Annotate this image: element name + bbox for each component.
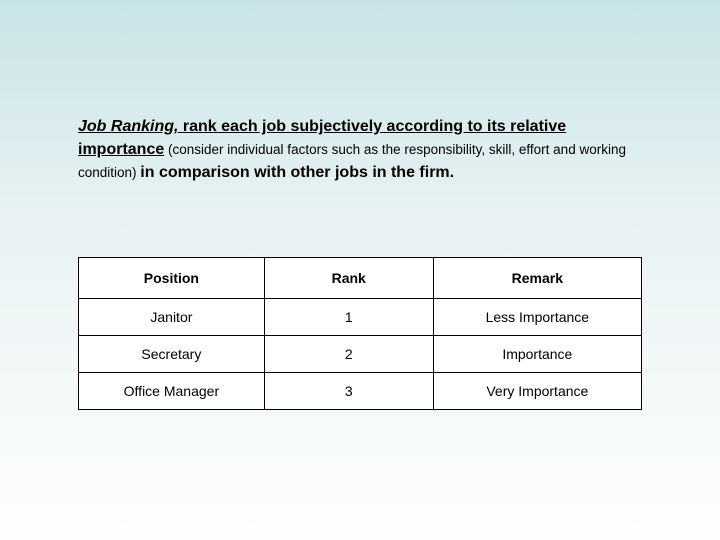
- cell-remark: Very Importance: [433, 372, 641, 409]
- intro-term: Job Ranking,: [78, 118, 178, 135]
- intro-paragraph: Job Ranking, rank each job subjectively …: [78, 115, 642, 185]
- table-row: Janitor 1 Less Importance: [79, 298, 642, 335]
- col-header-rank: Rank: [264, 257, 433, 298]
- cell-remark: Less Importance: [433, 298, 641, 335]
- intro-part3: in comparison with other jobs in the fir…: [140, 164, 454, 181]
- table-row: Office Manager 3 Very Importance: [79, 372, 642, 409]
- intro-part2: importance: [78, 141, 164, 158]
- cell-rank: 2: [264, 335, 433, 372]
- cell-rank: 3: [264, 372, 433, 409]
- intro-part1: rank each job subjectively according to …: [178, 118, 566, 135]
- col-header-position: Position: [79, 257, 265, 298]
- col-header-remark: Remark: [433, 257, 641, 298]
- slide-content: Job Ranking, rank each job subjectively …: [0, 0, 720, 410]
- cell-remark: Importance: [433, 335, 641, 372]
- cell-position: Secretary: [79, 335, 265, 372]
- table-row: Secretary 2 Importance: [79, 335, 642, 372]
- cell-rank: 1: [264, 298, 433, 335]
- ranking-table: Position Rank Remark Janitor 1 Less Impo…: [78, 257, 642, 410]
- table-header-row: Position Rank Remark: [79, 257, 642, 298]
- cell-position: Janitor: [79, 298, 265, 335]
- cell-position: Office Manager: [79, 372, 265, 409]
